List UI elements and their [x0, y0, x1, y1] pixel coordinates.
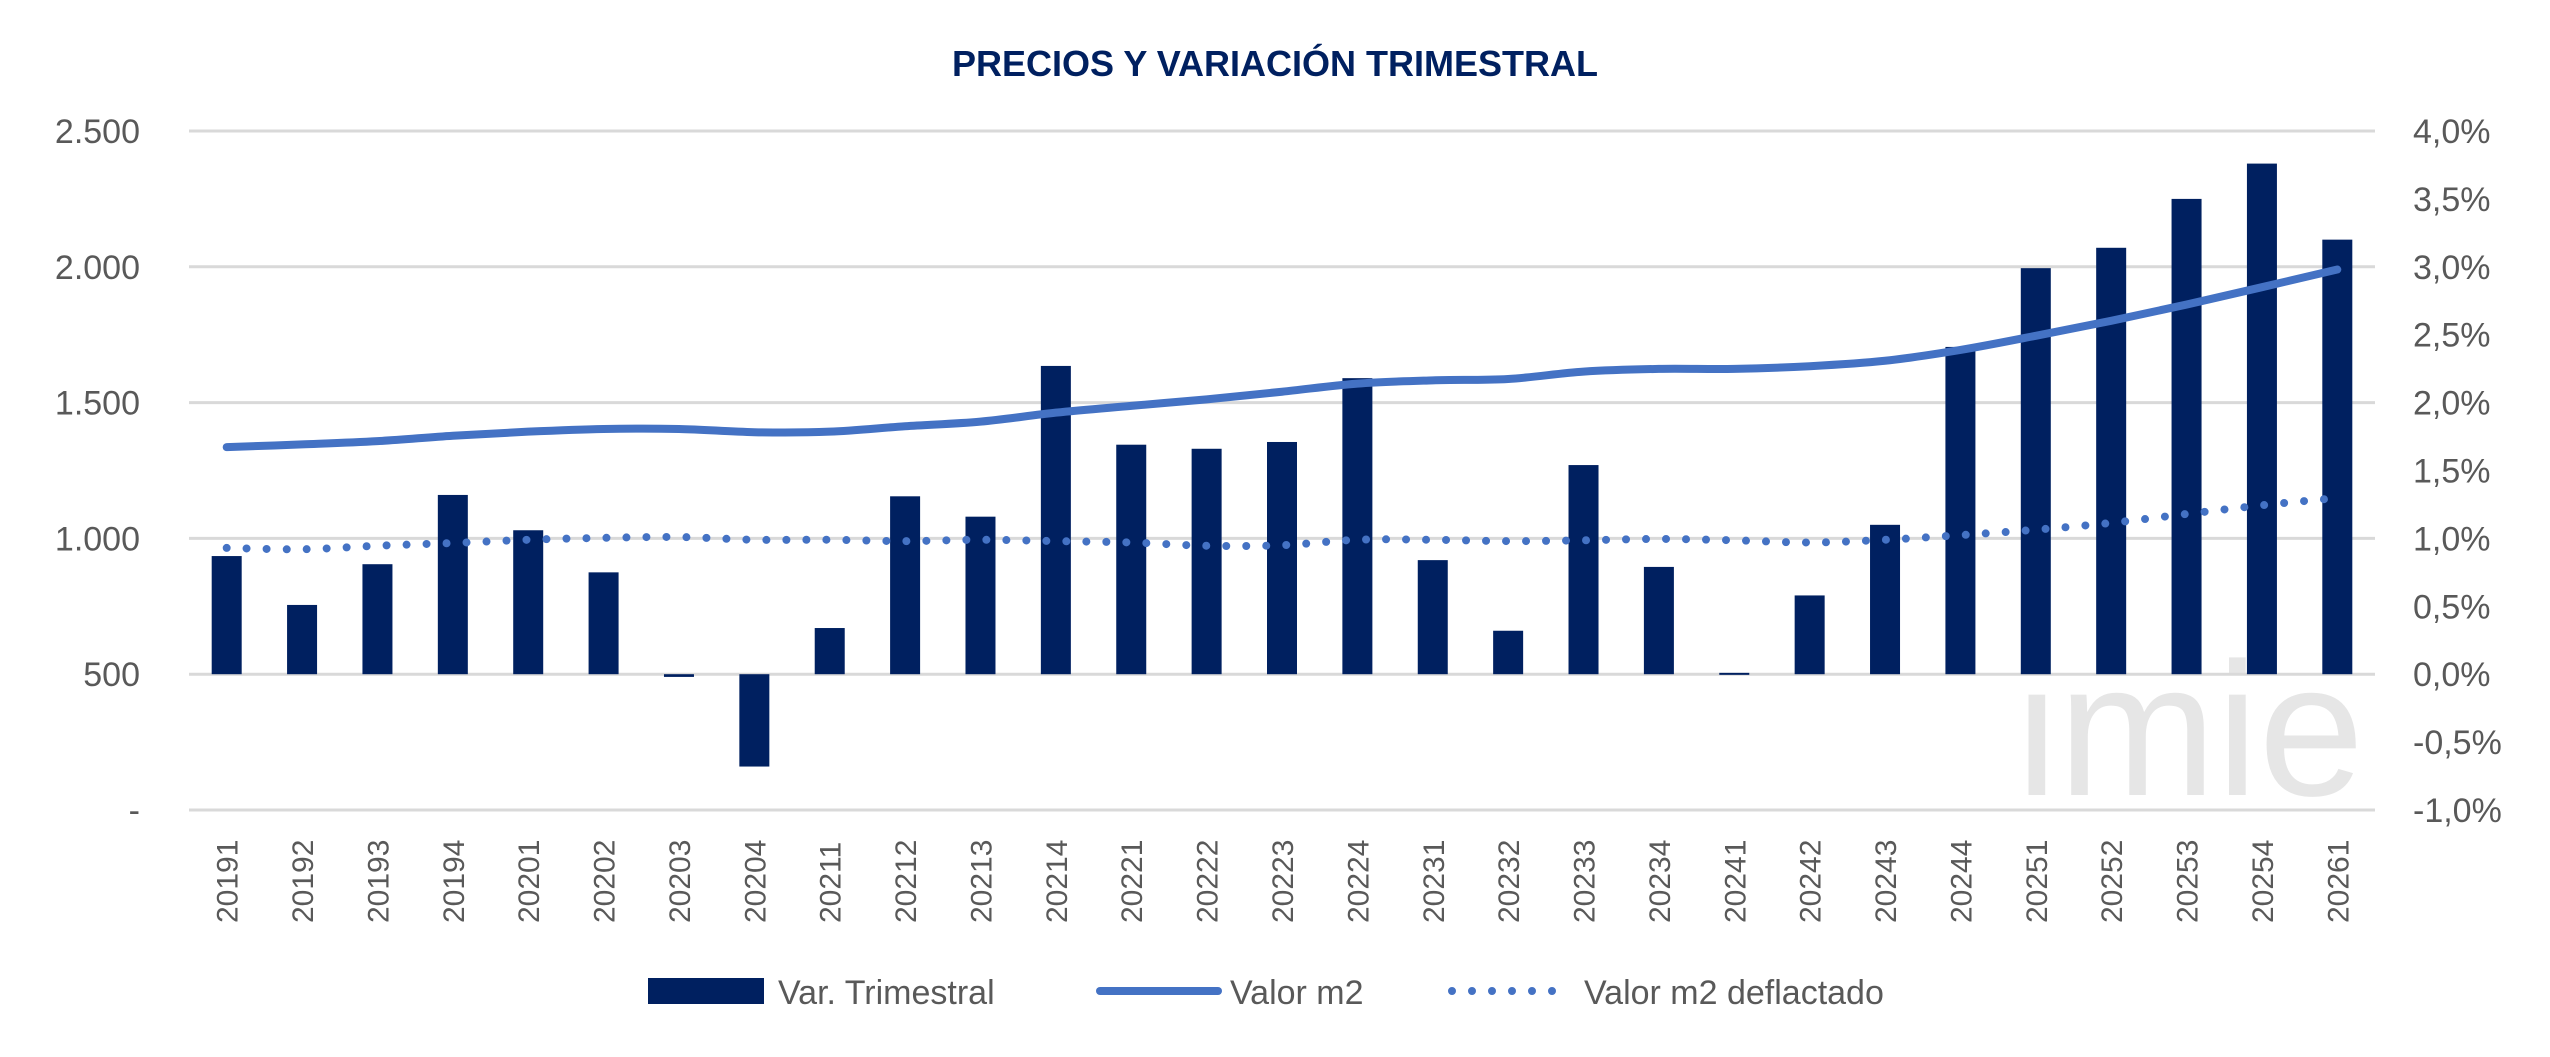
y-left-tick-label: - — [129, 792, 140, 830]
bar-20201 — [513, 530, 544, 675]
x-tick-label: 20243 — [1870, 840, 1903, 923]
x-tick-label: 20252 — [2096, 840, 2129, 923]
y-left-tick-label: 1.500 — [55, 385, 140, 423]
x-tick-label: 20254 — [2247, 840, 2280, 923]
bar-20261 — [2322, 239, 2353, 675]
x-tick-label: 20234 — [1644, 840, 1677, 923]
bar-20254 — [2246, 163, 2277, 675]
x-tick-label: 20244 — [1945, 840, 1978, 923]
x-tick-label: 20231 — [1418, 840, 1451, 923]
bar-20251 — [2020, 268, 2051, 675]
bar-series — [211, 163, 2353, 767]
bar-20203 — [663, 674, 694, 677]
bar-20204 — [739, 674, 770, 767]
line-valor-m2 — [222, 265, 2342, 452]
y-right-tick-label: 0,5% — [2413, 588, 2491, 626]
bar-20191 — [211, 556, 242, 675]
y-left-tick-label: 500 — [83, 656, 140, 694]
y-right-tick-label: 3,5% — [2413, 181, 2491, 219]
y-right-tick-label: 4,0% — [2413, 113, 2491, 151]
bar-20222 — [1191, 448, 1222, 675]
bar-20223 — [1267, 441, 1297, 675]
bar-20232 — [1493, 630, 1524, 675]
bar-20211 — [814, 628, 845, 675]
y-right-tick-label: -1,0% — [2413, 792, 2502, 830]
y-right-tick-label: 3,0% — [2413, 249, 2491, 287]
bar-20213 — [965, 516, 996, 675]
bar-20224 — [1342, 378, 1373, 675]
y-right-tick-label: 1,5% — [2413, 453, 2491, 491]
legend: Var. Trimestral Valor m2 Valor m2 deflac… — [648, 974, 1884, 1012]
bar-20202 — [588, 572, 619, 675]
bar-20194 — [437, 494, 468, 675]
bar-20234 — [1643, 566, 1674, 675]
y-left-tick-label: 2.000 — [55, 249, 140, 287]
y-right-tick-label: 2,0% — [2413, 385, 2491, 423]
x-tick-label: 20201 — [513, 840, 546, 923]
y-right-tick-label: 0,0% — [2413, 656, 2491, 694]
bar-20253 — [2171, 198, 2202, 675]
x-tick-label: 20223 — [1267, 840, 1300, 923]
bar-20233 — [1568, 465, 1599, 675]
x-tick-label: 20193 — [362, 840, 395, 923]
x-tick-label: 20261 — [2322, 840, 2355, 923]
x-tick-label: 20213 — [965, 840, 998, 923]
x-tick-label: 20222 — [1192, 840, 1225, 923]
x-tick-label: 20192 — [287, 840, 320, 923]
bar-20243 — [1870, 524, 1901, 675]
x-tick-label: 20232 — [1493, 840, 1526, 923]
y-right-tick-label: -0,5% — [2413, 724, 2502, 762]
bar-20252 — [2096, 247, 2127, 675]
x-tick-label: 20191 — [212, 840, 245, 923]
bar-20244 — [1945, 346, 1976, 675]
legend-label-var-trimestral: Var. Trimestral — [778, 974, 995, 1012]
bar-20221 — [1116, 444, 1147, 675]
x-tick-label: 20194 — [438, 840, 471, 923]
x-tick-label: 20214 — [1041, 840, 1074, 923]
x-tick-label: 20202 — [589, 840, 622, 923]
x-tick-label: 20211 — [815, 842, 848, 923]
line-series — [222, 265, 2342, 554]
x-tick-label: 20203 — [664, 840, 697, 923]
bar-20212 — [890, 496, 921, 675]
chart-title: PRECIOS Y VARIACIÓN TRIMESTRAL — [952, 42, 1598, 84]
y-axis-right: -1,0% -0,5% 0,0% 0,5% 1,0% 1,5% 2,0% 2,5% 3,0% 3,… — [2413, 113, 2502, 830]
x-tick-label: 20221 — [1116, 840, 1149, 923]
bar-20231 — [1417, 560, 1448, 675]
y-axis-left: - 500 1.000 1.500 2.000 2.500 — [55, 113, 140, 830]
legend-swatch-var-trimestral — [648, 978, 764, 1004]
line-valor-m2-deflactado — [222, 493, 2342, 554]
y-right-tick-label: 2,5% — [2413, 317, 2491, 355]
legend-label-valor-m2-deflactado: Valor m2 deflactado — [1584, 974, 1884, 1012]
x-tick-label: 20241 — [1719, 840, 1752, 923]
legend-label-valor-m2: Valor m2 — [1230, 974, 1364, 1012]
y-left-tick-label: 2.500 — [55, 113, 140, 151]
bar-20193 — [362, 564, 393, 675]
y-right-tick-label: 1,0% — [2413, 520, 2491, 558]
x-axis: 20191 20192 20193 20194 20201 20202 20203 20204… — [212, 840, 2356, 923]
bar-20242 — [1794, 595, 1825, 675]
x-tick-label: 20242 — [1795, 840, 1828, 923]
x-tick-label: 20204 — [739, 840, 772, 923]
bar-20192 — [287, 604, 318, 675]
x-tick-label: 20212 — [890, 840, 923, 923]
x-tick-label: 20224 — [1342, 840, 1375, 923]
bar-20241 — [1719, 672, 1750, 675]
x-tick-label: 20233 — [1569, 840, 1602, 923]
x-tick-label: 20251 — [2021, 840, 2054, 923]
y-left-tick-label: 1.000 — [55, 520, 140, 558]
x-tick-label: 20253 — [2172, 840, 2205, 923]
